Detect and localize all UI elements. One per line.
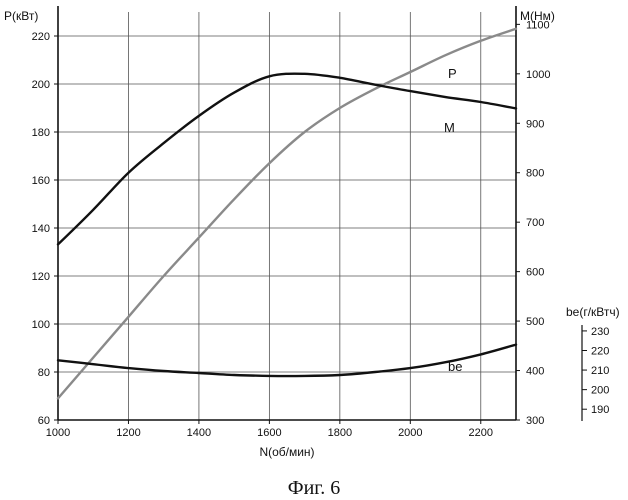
series-label-m: M — [444, 120, 455, 135]
be-tick-label: 220 — [591, 345, 609, 357]
x-tick-label: 1200 — [116, 427, 140, 439]
p-tick-label: 100 — [32, 319, 50, 331]
x-tick-label: 1600 — [257, 427, 281, 439]
be-tick-label: 210 — [591, 365, 609, 377]
m-tick-label: 1000 — [526, 69, 550, 81]
p-tick-label: 180 — [32, 127, 50, 139]
p-tick-label: 200 — [32, 79, 50, 91]
series-label-be: be — [448, 359, 462, 374]
m-tick-label: 300 — [526, 415, 544, 427]
p-tick-label: 220 — [32, 31, 50, 43]
figure-caption: Фиг. 6 — [288, 477, 340, 499]
be-tick-label: 230 — [591, 326, 609, 338]
x-tick-label: 1000 — [46, 427, 70, 439]
x-tick-label: 1800 — [328, 427, 352, 439]
x-tick-label: 2000 — [398, 427, 422, 439]
series-line-m — [58, 74, 516, 245]
m-tick-label: 400 — [526, 366, 544, 378]
m-tick-label: 500 — [526, 316, 544, 328]
m-tick-label: 900 — [526, 118, 544, 130]
p-axis-label: P(кВт) — [4, 9, 38, 23]
m-tick-label: 700 — [526, 217, 544, 229]
x-tick-label: 2200 — [469, 427, 493, 439]
series-label-p: P — [448, 66, 457, 81]
p-tick-label: 80 — [38, 367, 50, 379]
m-tick-label: 600 — [526, 267, 544, 279]
be-tick-label: 190 — [591, 404, 609, 416]
x-tick-label: 1400 — [187, 427, 211, 439]
be-tick-label: 200 — [591, 385, 609, 397]
p-tick-label: 60 — [38, 415, 50, 427]
m-axis-label: M(Нм) — [520, 9, 555, 23]
be-axis-label: be(г/кВтч) — [566, 305, 620, 319]
p-tick-label: 140 — [32, 223, 50, 235]
p-tick-label: 120 — [32, 271, 50, 283]
m-tick-label: 800 — [526, 168, 544, 180]
p-tick-label: 160 — [32, 175, 50, 187]
x-axis-label: N(об/мин) — [259, 445, 314, 459]
